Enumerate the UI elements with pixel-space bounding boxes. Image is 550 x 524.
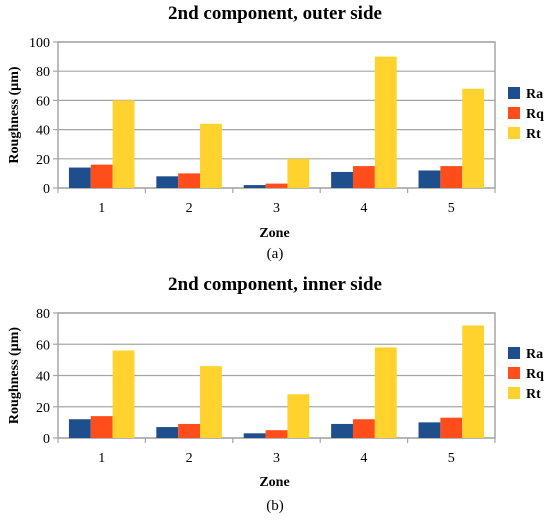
- chart2-bar-rq-zone-1: [90, 416, 113, 438]
- chart1-bar-rq-zone-2: [178, 173, 201, 188]
- chart2-bar-rt-zone-5: [462, 325, 485, 438]
- chart1-y-tick-label: 20: [36, 153, 50, 168]
- chart2-y-axis-title: Roughness (µm): [7, 327, 22, 424]
- chart1-bar-rq-zone-4: [352, 166, 375, 188]
- chart2-bar-ra-zone-4: [331, 423, 353, 438]
- chart2-y-tick-label: 80: [36, 307, 50, 322]
- chart2-bar-ra-zone-1: [68, 419, 91, 438]
- chart1-x-tick-label: 2: [186, 201, 193, 216]
- chart2-legend-label-rt: Rt: [526, 387, 541, 402]
- chart1-y-tick-label: 60: [36, 94, 50, 109]
- chart2-y-tick-label: 60: [36, 338, 50, 353]
- chart1-x-axis-title: Zone: [259, 226, 289, 241]
- chart2-x-axis-title: Zone: [259, 475, 289, 490]
- chart2-legend-swatch-rt: [508, 387, 520, 399]
- chart1-legend-label-ra: Ra: [526, 87, 543, 102]
- chart1-bar-rq-zone-5: [440, 166, 463, 188]
- chart1-y-tick-label: 40: [36, 124, 50, 139]
- chart1-bar-rt-zone-5: [462, 88, 485, 188]
- chart2-bar-rq-zone-3: [265, 430, 288, 438]
- chart2-y-tick-label: 0: [43, 432, 50, 447]
- chart2-bar-rq-zone-2: [178, 423, 201, 438]
- chart2-legend-swatch-ra: [508, 347, 520, 359]
- chart1-bar-rq-zone-1: [90, 164, 113, 188]
- chart2-y-tick-label: 20: [36, 401, 50, 416]
- chart1-y-tick-label: 0: [43, 182, 50, 197]
- chart2-bar-ra-zone-2: [156, 427, 179, 438]
- chart2-y-tick-label: 40: [36, 370, 50, 385]
- chart2-bar-rt-zone-1: [112, 350, 135, 438]
- chart1-legend-swatch-ra: [508, 87, 520, 99]
- chart1-legend-swatch-rq: [508, 107, 520, 119]
- chart1-legend-label-rq: Rq: [526, 107, 544, 122]
- chart2-bar-rq-zone-4: [352, 419, 375, 438]
- chart2-bar-rt-zone-3: [287, 394, 310, 438]
- chart2-bar-ra-zone-5: [418, 422, 441, 438]
- chart1-bar-ra-zone-1: [68, 167, 91, 188]
- chart2-bar-ra-zone-3: [243, 433, 266, 438]
- chart2-x-tick-label: 1: [98, 451, 105, 466]
- chart2-title: 2nd component, inner side: [168, 274, 382, 295]
- chart2-x-tick-label: 3: [273, 451, 280, 466]
- chart1-bar-ra-zone-4: [331, 171, 353, 188]
- chart1-bar-ra-zone-2: [156, 176, 179, 188]
- chart1-bar-rt-zone-3: [287, 158, 310, 188]
- chart1-x-tick-label: 3: [273, 201, 280, 216]
- chart1-bar-rt-zone-4: [374, 56, 397, 188]
- chart2-legend-label-rq: Rq: [526, 367, 544, 382]
- chart1-bar-rt-zone-2: [200, 123, 222, 188]
- chart2-bar-rt-zone-4: [374, 347, 397, 438]
- chart1-x-tick-label: 4: [360, 201, 367, 216]
- chart1-bar-ra-zone-3: [243, 185, 266, 188]
- chart1-caption: (a): [267, 246, 284, 262]
- chart2-x-tick-label: 5: [448, 451, 455, 466]
- chart1-x-tick-label: 5: [448, 201, 455, 216]
- chart1-title: 2nd component, outer side: [168, 3, 382, 24]
- chart1-bar-rt-zone-1: [112, 100, 135, 188]
- chart2-legend-label-ra: Ra: [526, 347, 543, 362]
- chart1-bar-ra-zone-5: [418, 170, 441, 188]
- chart1-legend-swatch-rt: [508, 127, 520, 139]
- chart1-y-tick-label: 100: [29, 36, 50, 51]
- chart1-y-axis-title: Roughness (µm): [7, 66, 22, 163]
- chart1-legend-label-rt: Rt: [526, 127, 541, 142]
- chart2-x-tick-label: 2: [186, 451, 193, 466]
- chart2-caption: (b): [266, 498, 284, 514]
- chart2-bar-rt-zone-2: [200, 366, 222, 438]
- chart2-x-tick-label: 4: [360, 451, 367, 466]
- chart2-bar-rq-zone-5: [440, 417, 463, 438]
- chart1-y-tick-label: 80: [36, 65, 50, 80]
- chart2-legend-swatch-rq: [508, 367, 520, 379]
- chart1-x-tick-label: 1: [98, 201, 105, 216]
- chart1-bar-rq-zone-3: [265, 183, 288, 188]
